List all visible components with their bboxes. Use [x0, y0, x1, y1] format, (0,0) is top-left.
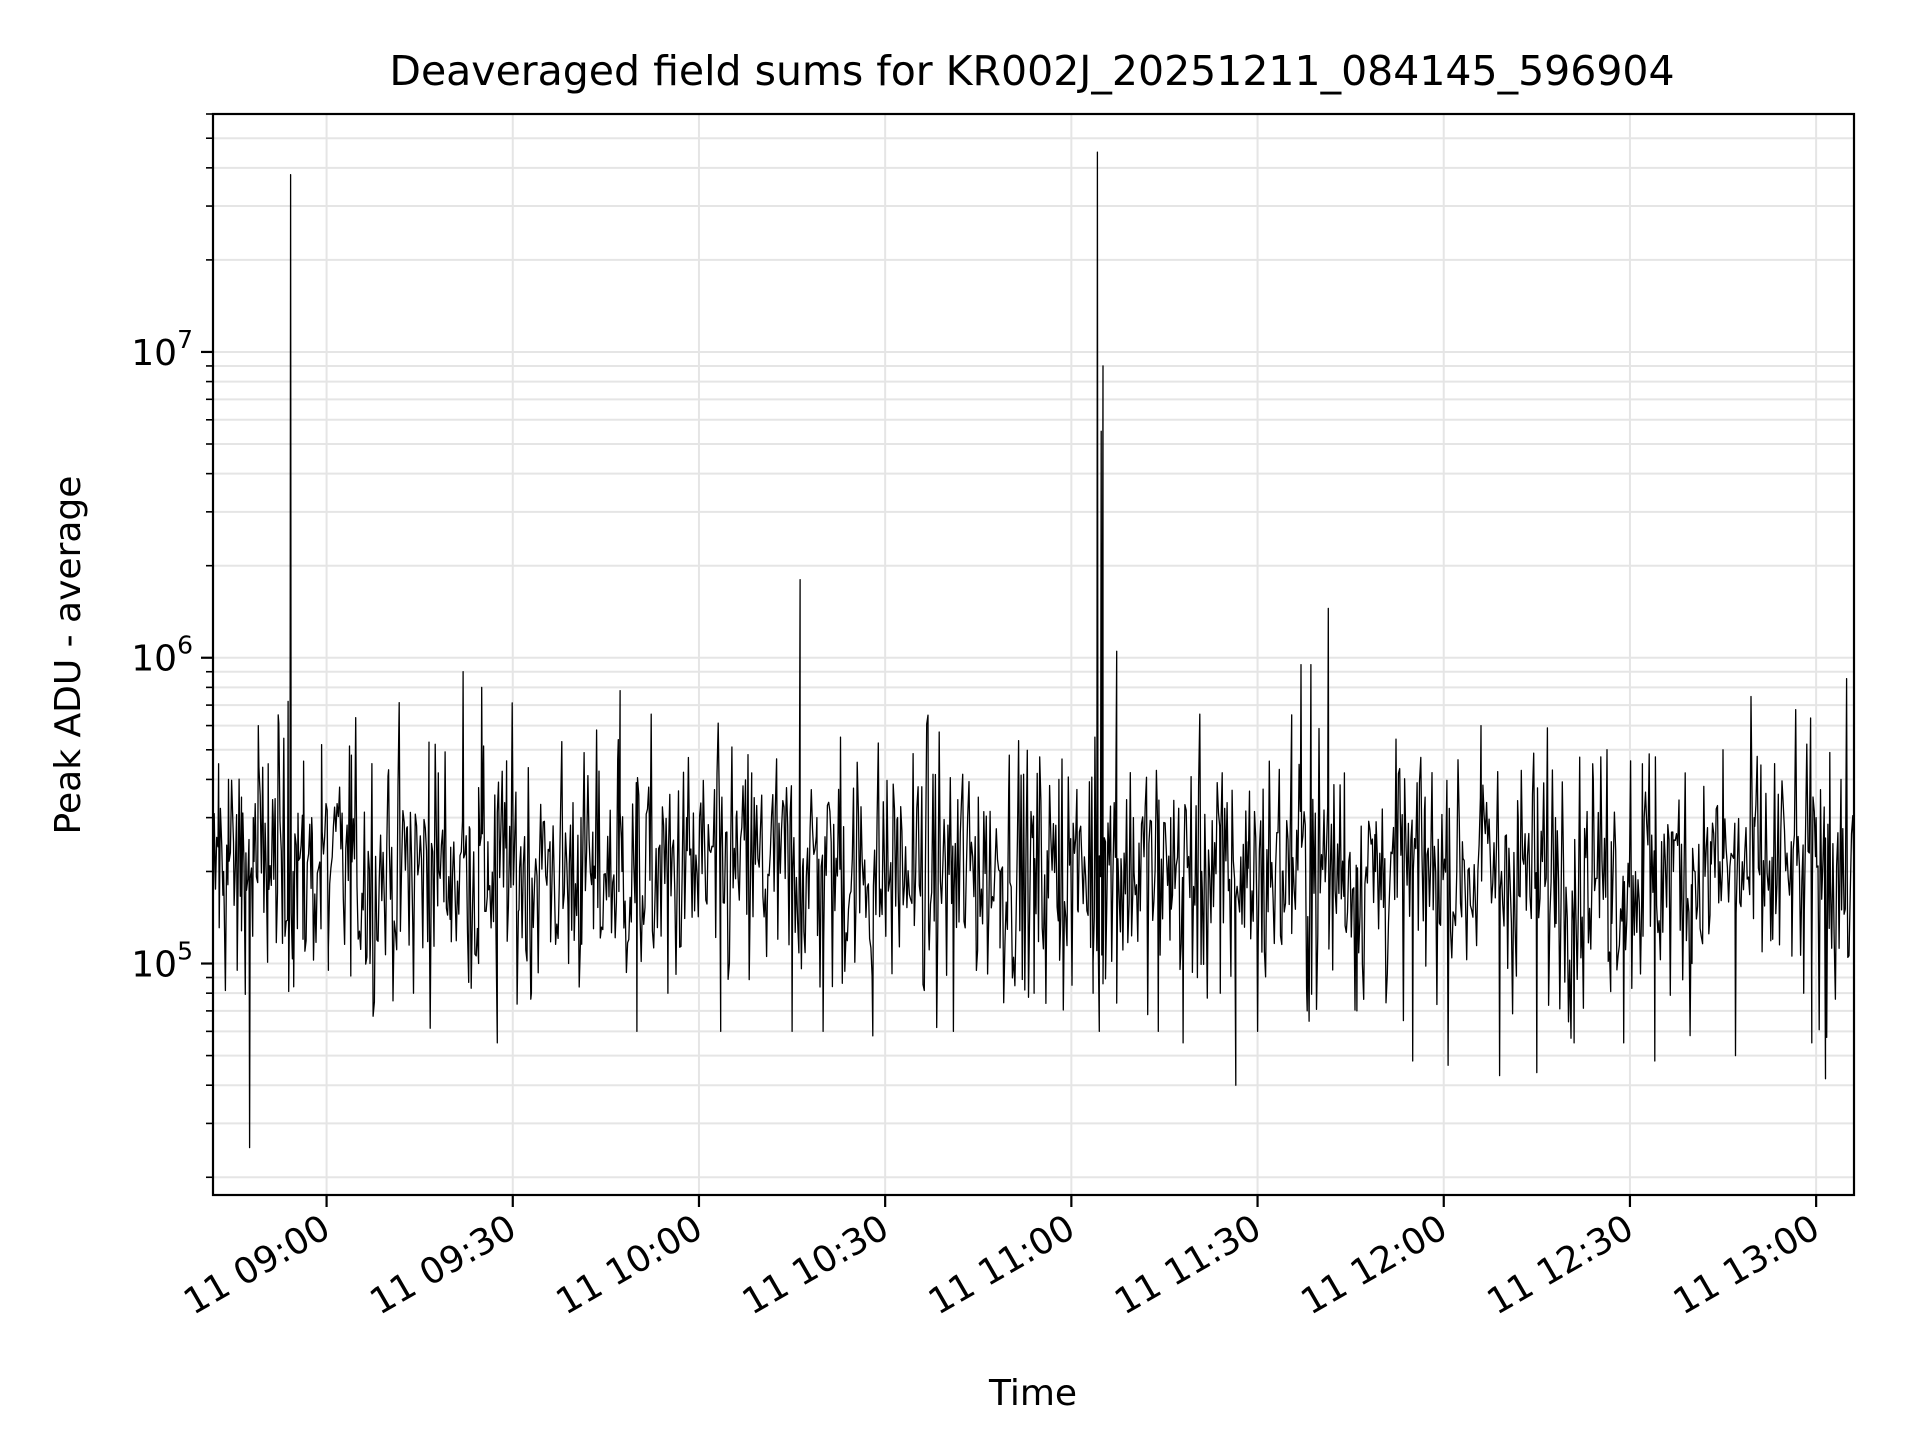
- x-axis-label: Time: [988, 1373, 1077, 1414]
- plot-area-frame: [211, 112, 1856, 1197]
- chart-title: Deaveraged field sums for KR002J_2025121…: [389, 47, 1674, 95]
- y-tick-label: 106: [131, 631, 193, 680]
- y-tick-label: 107: [131, 325, 193, 374]
- y-axis-label: Peak ADU - average: [48, 476, 89, 835]
- y-axis-ticks: 105 106 107: [131, 113, 213, 1179]
- y-tick-label: 105: [131, 937, 193, 986]
- data-series: [212, 151, 1855, 1149]
- series-line: [212, 151, 1855, 1149]
